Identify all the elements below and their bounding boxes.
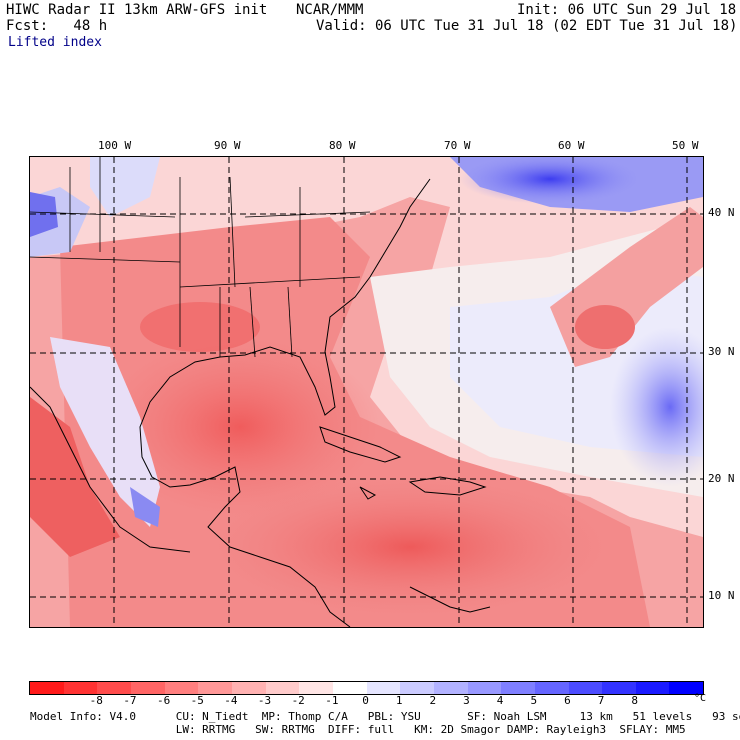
colorbar-label: 7 [597, 694, 605, 707]
colorbar-label: 2 [429, 694, 437, 707]
colorbar [29, 681, 704, 695]
lat-lon-grid [30, 157, 703, 627]
pacific-unstable [30, 397, 120, 557]
lifted-index-map [29, 154, 730, 628]
lat-label-10n: 10 N [708, 589, 735, 602]
forecast-hour: Fcst: 48 h [6, 18, 108, 34]
lat-label-40n: 40 N [708, 206, 735, 219]
gulf-unstable [100, 337, 380, 517]
colorbar-cell [63, 682, 98, 694]
colorbar-label: 8 [631, 694, 638, 707]
north-stable-core [460, 154, 640, 204]
colorbar-label: 0 [362, 694, 369, 707]
colorbar-cell [366, 682, 401, 694]
lon-label-90w: 90 W [214, 139, 241, 152]
colorbar-cell [299, 682, 333, 694]
caribbean-unstable [210, 477, 610, 617]
ne-atlantic-core [575, 305, 635, 349]
lat-label-20n: 20 N [708, 472, 735, 485]
colorbar-label: 3 [463, 694, 470, 707]
init-time: Init: 06 UTC Sun 29 Jul 18 [517, 2, 737, 18]
north-plains-stable [90, 157, 160, 217]
colorbar-cell [669, 682, 704, 694]
colorbar-unit: °C [694, 693, 707, 704]
colorbar-label: -3 [257, 694, 272, 707]
colorbar-label: -1 [325, 694, 339, 707]
lon-label-60w: 60 W [558, 139, 585, 152]
colorbar-label: -2 [291, 694, 305, 707]
lon-label-100w: 100 W [98, 139, 132, 152]
lon-label-70w: 70 W [444, 139, 471, 152]
colorbar-label: 6 [564, 694, 571, 707]
center-label: NCAR/MMM [296, 2, 364, 18]
lon-label-80w: 80 W [329, 139, 356, 152]
lon-label-50w: 50 W [672, 139, 699, 152]
state-borders [29, 157, 371, 358]
valid-time: Valid: 06 UTC Tue 31 Jul 18 (02 EDT Tue … [316, 18, 738, 34]
colorbar-cell [198, 682, 232, 694]
east-stable [610, 327, 730, 487]
colorbar-label: -5 [190, 694, 204, 707]
colorbar-cell [602, 682, 636, 694]
colorbar-cell [332, 682, 367, 694]
colorbar-cell [568, 682, 603, 694]
colorbar-cell [97, 682, 131, 694]
colorbar-cell [467, 682, 502, 694]
south-central-unstable [140, 302, 260, 352]
colorbar-label: 5 [530, 694, 538, 707]
colorbar-label: -8 [89, 694, 103, 707]
mexico-stable-core [130, 487, 160, 527]
colorbar-cell [635, 682, 670, 694]
colorbar-cell [265, 682, 300, 694]
colorbar-cell [534, 682, 569, 694]
model-info-line2: LW: RRTMG SW: RRTMG DIFF: full KM: 2D Sm… [30, 723, 686, 736]
coastlines [29, 178, 491, 628]
colorbar-label: -4 [224, 694, 238, 707]
model-info-line1: Model Info: V4.0 CU: N_Tiedt MP: Thomp C… [30, 710, 740, 723]
colorbar-label: -6 [156, 694, 171, 707]
colorbar-cell [231, 682, 266, 694]
field-name: Lifted index [8, 35, 102, 50]
colorbar-cell [400, 682, 434, 694]
colorbar-label: 4 [496, 694, 504, 707]
colorbar-cell [164, 682, 199, 694]
colorbar-label: -7 [123, 694, 137, 707]
colorbar-label: 1 [395, 694, 403, 707]
model-title: HIWC Radar II 13km ARW-GFS init [6, 2, 268, 18]
lat-label-30n: 30 N [708, 345, 735, 358]
map-canvas [29, 154, 730, 628]
colorbar-cell [501, 682, 535, 694]
colorbar-cell [433, 682, 468, 694]
colorbar-cell [130, 682, 165, 694]
colorbar-cell [30, 682, 64, 694]
